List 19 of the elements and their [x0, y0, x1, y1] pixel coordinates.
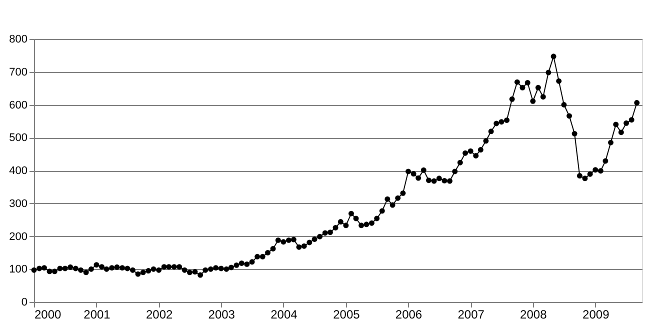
x-tick-label: 2001 [84, 308, 111, 322]
x-tick-label: 2004 [270, 308, 298, 322]
x-tick-label: 2006 [395, 308, 422, 322]
y-tick-label: 300 [9, 198, 28, 210]
y-tick-label: 400 [9, 165, 28, 177]
x-tick-label: 2009 [582, 308, 610, 322]
y-tick-label: 600 [9, 99, 28, 112]
y-tick-label: 0 [21, 296, 28, 308]
y-tick-label: 800 [9, 34, 28, 46]
x-tick-label: 2002 [146, 308, 173, 322]
y-tick-label: 700 [9, 66, 28, 78]
x-tick-label: 2008 [520, 308, 548, 322]
x-tick-label: 2003 [208, 308, 236, 322]
y-tick-label: 200 [9, 230, 28, 243]
y-tick-label: 100 [9, 264, 28, 276]
x-tick-label: 2000 [34, 308, 62, 322]
x-tick-label: 2005 [333, 308, 360, 322]
x-tick-label: 2007 [458, 308, 485, 322]
y-tick-label: 500 [9, 132, 28, 144]
